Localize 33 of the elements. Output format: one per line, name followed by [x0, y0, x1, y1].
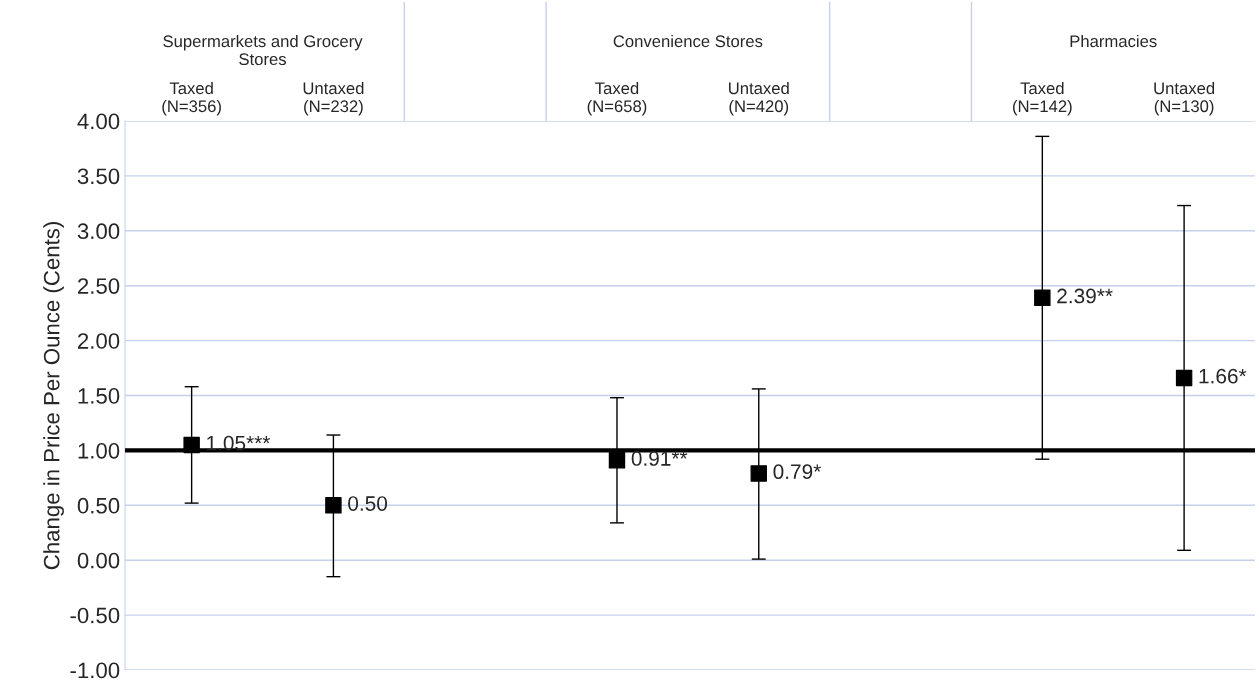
- x-tick-label: Untaxed (N=130): [1154, 81, 1215, 116]
- y-tick-label: -1.00: [70, 662, 120, 679]
- text: Supermarkets and Grocery Stores: [163, 34, 363, 66]
- text: Convenience Stores: [613, 34, 763, 48]
- point: [750, 465, 767, 482]
- data-label: 2.39**: [1057, 288, 1113, 304]
- point: [1175, 369, 1193, 387]
- y-tick-label: 1.50: [78, 388, 120, 404]
- x-tick-label: Taxed (N=658): [587, 81, 647, 116]
- point: [1034, 289, 1051, 306]
- text: Pharmacies: [1070, 34, 1157, 48]
- x-tick-label: Taxed (N=142): [1013, 81, 1072, 116]
- point: [325, 497, 342, 514]
- y-tick-label: -0.50: [70, 607, 120, 624]
- y-tick-label: 2.00: [78, 333, 120, 349]
- y-tick-label: 0.00: [77, 552, 120, 569]
- x-tick-label: Untaxed (N=232): [303, 81, 364, 116]
- y-tick-label: 4.00: [77, 113, 120, 130]
- data-label: 1.66*: [1199, 368, 1247, 384]
- y-tick-label: 2.50: [78, 278, 120, 294]
- y-tick-label: 3.00: [77, 223, 120, 240]
- y-tick-label: 1.00: [78, 442, 120, 459]
- point: [183, 436, 200, 454]
- y-tick-label: 0.50: [77, 497, 120, 514]
- data-label: 0.91**: [631, 451, 688, 466]
- y-tick-label: 3.50: [77, 168, 120, 185]
- data-label: 0.79*: [773, 464, 821, 480]
- x-tick-label: Taxed (N=356): [162, 81, 221, 116]
- x-tick-label: Untaxed (N=420): [729, 81, 789, 116]
- data-label: 1.05***: [207, 435, 271, 451]
- y-axis-title: Change in Price Per Ounce (Cents): [43, 222, 64, 570]
- point: [608, 452, 626, 469]
- data-label: 0.50: [348, 496, 388, 511]
